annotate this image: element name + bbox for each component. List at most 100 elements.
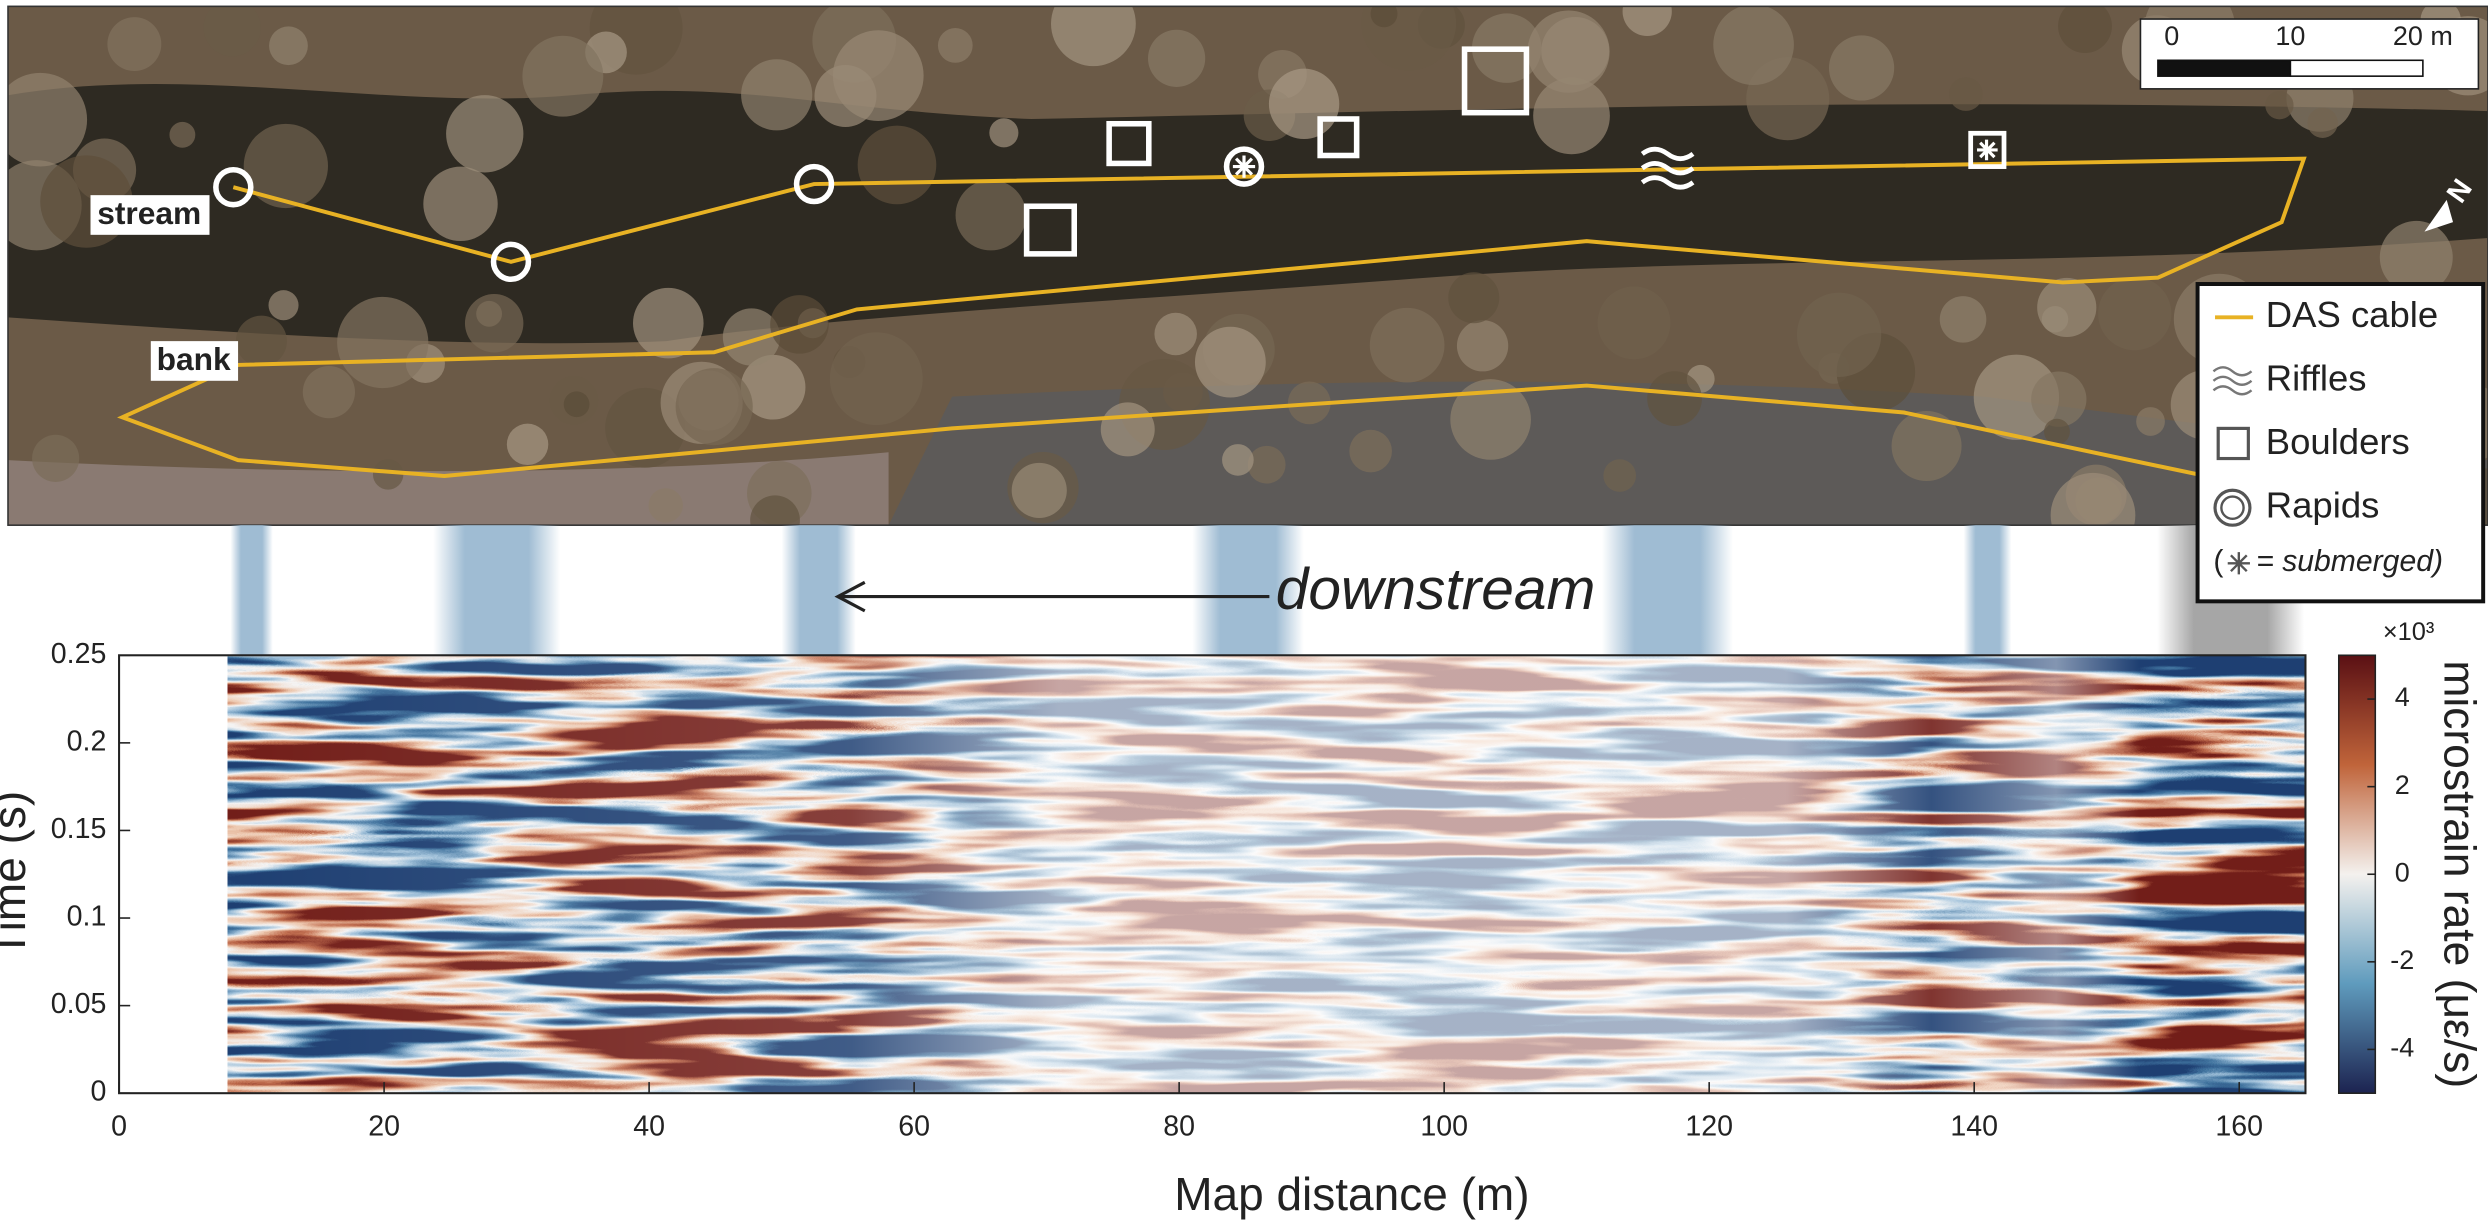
colorbar-tick-label: -4 [2390, 1033, 2414, 1063]
tree [2051, 473, 2136, 558]
scale-bar-label: 10 [2275, 21, 2305, 51]
colorbar-tick-label: 2 [2395, 770, 2410, 800]
x-tick-label: 40 [633, 1111, 665, 1143]
highlight-band [1964, 525, 2012, 655]
tree [1829, 35, 1894, 100]
tree [269, 26, 308, 65]
tree [1949, 77, 1983, 111]
tree [956, 180, 1027, 251]
y-tick-label: 0.15 [51, 813, 107, 845]
tree [633, 288, 704, 359]
tree [1603, 459, 1636, 492]
tree [1797, 293, 1881, 377]
colorbar-tick-label: -2 [2390, 945, 2414, 975]
tree [1370, 308, 1445, 383]
tree [564, 391, 590, 417]
tree [1647, 371, 1702, 426]
y-axis-label: Time (s) [0, 791, 35, 958]
highlight-band [230, 525, 272, 655]
tree [244, 124, 328, 208]
tree [32, 435, 79, 482]
tree [2044, 419, 2070, 445]
tree [465, 294, 523, 352]
heatmap-fade [228, 655, 2306, 1093]
x-tick-label: 100 [1420, 1111, 1468, 1143]
legend-note: ( [2213, 545, 2223, 578]
x-tick-label: 60 [898, 1111, 930, 1143]
tree [2098, 277, 2171, 350]
tree [1371, 0, 1398, 27]
y-tick-label: 0.1 [67, 901, 107, 933]
tree [507, 424, 548, 465]
tree [1457, 320, 1508, 371]
tree [1598, 286, 1671, 359]
annotation: downstream [1276, 557, 1596, 622]
tree [833, 30, 924, 121]
tree [1713, 4, 1794, 85]
legend-label: Rapids [2266, 484, 2380, 525]
tree [1248, 446, 1286, 484]
colorbar-multiplier: ×10³ [2383, 618, 2435, 646]
tree [2265, 91, 2293, 119]
y-tick-label: 0.05 [51, 988, 107, 1020]
legend-label: Boulders [2266, 421, 2410, 462]
y-tick-label: 0.2 [67, 725, 107, 757]
legend-note: = submerged) [2256, 545, 2443, 578]
tree [337, 297, 428, 388]
tree [649, 488, 683, 522]
x-tick-label: 120 [1685, 1111, 1733, 1143]
tree [2058, 0, 2112, 53]
tree [2136, 407, 2165, 436]
tree [1448, 272, 1499, 323]
tree [2031, 372, 2086, 427]
tree [989, 118, 1018, 147]
tree [204, 0, 261, 56]
tree [858, 126, 937, 205]
tree [830, 332, 923, 425]
tree [423, 167, 497, 241]
figure: stream bank 01020 m N 020406080100120140… [0, 0, 2488, 1226]
scale-bar-segment [2290, 60, 2422, 76]
photo-label: bank [157, 341, 231, 377]
highlight-band [1602, 525, 1733, 655]
tree [169, 122, 195, 148]
y-tick-label: 0 [90, 1076, 106, 1108]
legend: DAS cable Riffles Boulders Rapids ( = su… [2198, 284, 2484, 601]
tree [236, 316, 287, 367]
tree [676, 368, 753, 445]
tree [1154, 313, 1197, 356]
scale-bar-segment [2158, 60, 2290, 76]
colorbar-label: microstrain rate (με/s) [2434, 660, 2483, 1088]
colorbar-tick-label: 4 [2395, 682, 2410, 712]
legend-label: Riffles [2266, 357, 2367, 398]
scale-bar-label: 0 [2164, 21, 2179, 51]
tree [1012, 463, 1067, 518]
x-tick-label: 140 [1950, 1111, 1998, 1143]
tree [269, 290, 299, 320]
tree [107, 17, 161, 71]
tree [2307, 108, 2337, 138]
colorbar-tick-label: 0 [2395, 857, 2410, 887]
tree [1222, 444, 1254, 476]
photo-label: stream [97, 195, 201, 231]
x-tick-label: 160 [2215, 1111, 2263, 1143]
tree [1101, 402, 1155, 456]
y-tick-label: 0.25 [51, 638, 107, 670]
x-axis-label: Map distance (m) [1174, 1168, 1529, 1220]
highlight-band [782, 525, 856, 655]
tree [1148, 30, 1205, 87]
legend-label: DAS cable [2266, 294, 2438, 335]
scale-bar-label: 20 m [2393, 21, 2453, 51]
tree [2037, 278, 2096, 337]
tree [1940, 296, 1987, 343]
highlight-band [433, 525, 560, 655]
tree [446, 95, 523, 172]
tree [741, 59, 812, 130]
tree [1195, 327, 1266, 398]
tree [303, 366, 355, 418]
x-tick-label: 0 [111, 1111, 127, 1143]
tree [1269, 69, 1339, 139]
tree [1527, 11, 1609, 93]
x-tick-label: 80 [1163, 1111, 1195, 1143]
